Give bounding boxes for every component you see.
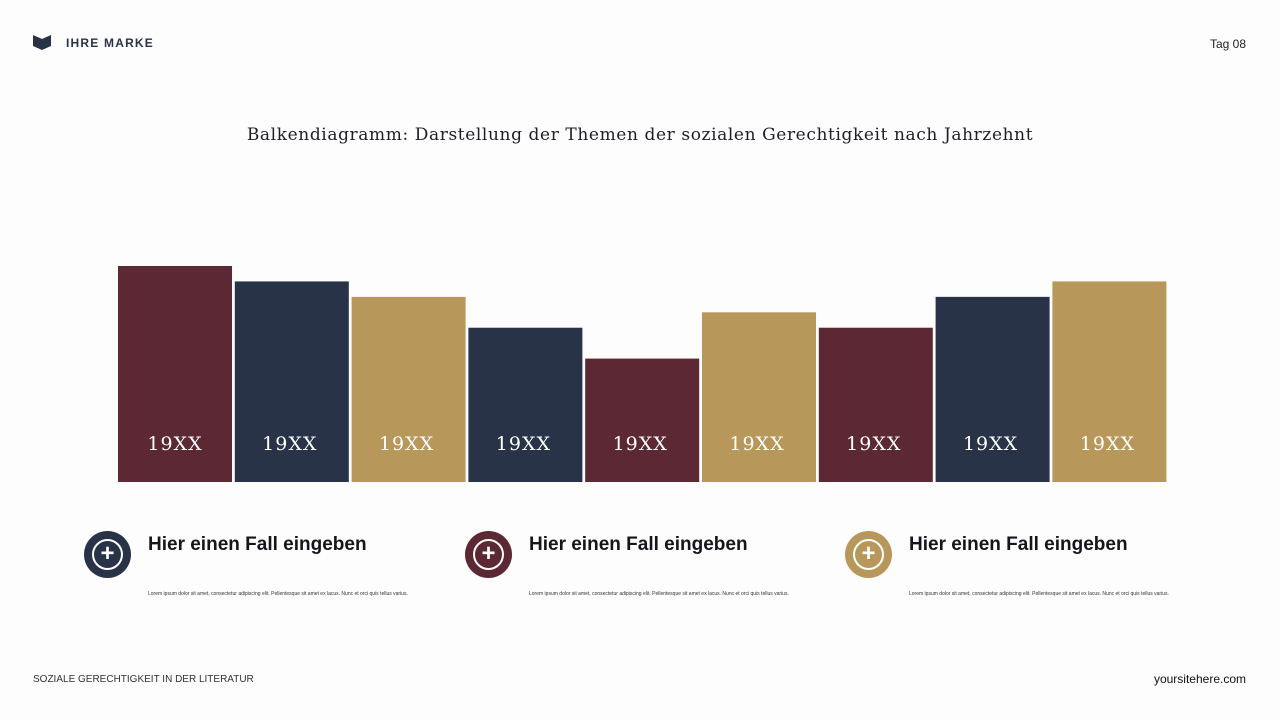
bar bbox=[468, 327, 583, 482]
plus-circle-icon[interactable]: + bbox=[465, 531, 512, 578]
case-title: Hier einen Fall eingeben bbox=[909, 534, 1128, 555]
bar bbox=[351, 296, 466, 482]
bar-label: 19XX bbox=[729, 433, 784, 455]
bar-label: 19XX bbox=[613, 433, 668, 455]
bar bbox=[935, 296, 1050, 482]
brand: IHRE MARKE bbox=[33, 35, 154, 50]
bar bbox=[1052, 281, 1167, 482]
bar-label: 19XX bbox=[262, 433, 317, 455]
bar-label: 19XX bbox=[1080, 433, 1135, 455]
bar bbox=[818, 327, 933, 482]
brand-name: IHRE MARKE bbox=[66, 35, 155, 50]
case-title: Hier einen Fall eingeben bbox=[148, 534, 367, 555]
bar bbox=[118, 266, 232, 482]
bar bbox=[585, 358, 700, 482]
bar-label: 19XX bbox=[963, 433, 1018, 455]
chart-title: Balkendiagramm: Darstellung der Themen d… bbox=[246, 125, 1034, 145]
day-label: Tag 08 bbox=[1209, 37, 1246, 51]
case-text: Lorem ipsum dolor sit amet, consectetur … bbox=[529, 591, 789, 597]
footer-website[interactable]: yoursitehere.com bbox=[1153, 672, 1246, 686]
plus-circle-icon[interactable]: + bbox=[845, 531, 892, 578]
plus-circle-icon[interactable]: + bbox=[84, 531, 131, 578]
bar bbox=[234, 281, 349, 482]
footer-title: SOZIALE GERECHTIGKEIT IN DER LITERATUR bbox=[33, 674, 254, 685]
bar-label: 19XX bbox=[147, 433, 202, 455]
brand-logo-icon bbox=[33, 35, 51, 50]
case-title: Hier einen Fall eingeben bbox=[529, 534, 748, 555]
case-text: Lorem ipsum dolor sit amet, consectetur … bbox=[909, 591, 1169, 597]
bar-label: 19XX bbox=[846, 433, 901, 455]
bar bbox=[702, 312, 816, 482]
bar-label: 19XX bbox=[496, 433, 551, 455]
bar-label: 19XX bbox=[379, 433, 434, 455]
case-text: Lorem ipsum dolor sit amet, consectetur … bbox=[148, 591, 408, 597]
